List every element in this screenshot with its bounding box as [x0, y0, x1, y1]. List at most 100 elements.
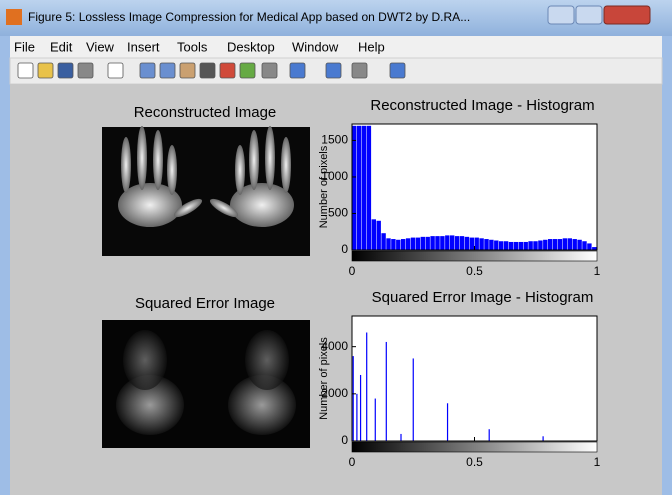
- histogram-bar: [440, 236, 445, 250]
- x-tick-label: 1: [594, 264, 601, 278]
- colorbar: [351, 250, 598, 262]
- toolbar-button[interactable]: [351, 62, 368, 79]
- histogram-bar: [538, 240, 543, 250]
- y-tick-label: 1000: [321, 169, 348, 183]
- histogram-bar: [479, 238, 484, 250]
- toolbar-button[interactable]: [239, 62, 256, 79]
- toolbar-button[interactable]: [179, 62, 196, 79]
- histogram-bar: [484, 239, 489, 250]
- histogram-bar: [508, 241, 514, 250]
- histogram-bar: [450, 235, 455, 250]
- histogram-bar: [430, 236, 435, 250]
- histogram-bar: [445, 235, 450, 250]
- histogram-bar: [543, 239, 548, 250]
- histogram-bar: [474, 237, 479, 250]
- chart-title: Squared Error Image - Histogram: [372, 289, 594, 306]
- histogram-bar: [567, 238, 572, 250]
- minimize-button[interactable]: [547, 5, 575, 25]
- window-title: Figure 5: Lossless Image Compression for…: [28, 10, 470, 24]
- menu-item[interactable]: File: [14, 39, 35, 54]
- histogram-bar: [420, 236, 425, 250]
- y-tick-label: 1500: [321, 133, 348, 147]
- menu-item[interactable]: Desktop: [227, 39, 275, 54]
- histogram-bar: [425, 236, 430, 250]
- x-tick-label: 1: [594, 455, 601, 469]
- histogram-bar: [376, 220, 381, 250]
- toolbar-button[interactable]: [219, 62, 236, 79]
- histogram-bar: [582, 241, 587, 250]
- histogram-bar: [356, 125, 362, 250]
- histogram-bar: [548, 239, 553, 250]
- x-tick-label: 0.5: [466, 455, 483, 469]
- toolbar-button[interactable]: [57, 62, 74, 79]
- histogram-bar: [396, 239, 401, 250]
- plot-area: [352, 125, 597, 250]
- histogram-bar: [518, 241, 523, 250]
- toolbar-button[interactable]: [261, 62, 278, 79]
- histogram-bar: [494, 240, 499, 250]
- histogram-bar: [577, 239, 582, 250]
- histogram-bar: [435, 236, 440, 250]
- histogram-bar: [391, 239, 396, 250]
- y-tick-label: 0: [341, 433, 348, 447]
- histogram-bar: [503, 241, 509, 250]
- toolbar-button[interactable]: [17, 62, 34, 79]
- histogram-bar: [592, 247, 597, 250]
- histogram-bar: [459, 236, 465, 250]
- histogram-bar: [562, 238, 568, 250]
- y-tick-label: 0: [341, 242, 348, 256]
- histogram-bar: [533, 241, 538, 250]
- menu-item[interactable]: Window: [292, 39, 339, 54]
- histogram-bar: [405, 238, 411, 250]
- x-tick-label: 0: [349, 264, 356, 278]
- histogram-bar: [499, 241, 504, 250]
- histogram-bar: [552, 239, 558, 250]
- histogram-bar: [401, 239, 406, 250]
- histogram-bar: [352, 125, 357, 250]
- axes-background: [352, 124, 597, 250]
- menu-item[interactable]: Tools: [177, 39, 208, 54]
- histogram-bar: [454, 236, 460, 250]
- y-tick-label: 4000: [321, 339, 348, 353]
- toolbar-button[interactable]: [199, 62, 216, 79]
- toolbar-button[interactable]: [159, 62, 176, 79]
- toolbar-button[interactable]: [289, 62, 306, 79]
- histogram-bar: [415, 237, 421, 250]
- plot-area: [352, 332, 544, 441]
- menu-item[interactable]: Insert: [127, 39, 160, 54]
- toolbar-button[interactable]: [139, 62, 156, 79]
- close-button[interactable]: [603, 5, 651, 25]
- histogram-bar: [381, 233, 386, 250]
- histogram-bar: [361, 125, 367, 250]
- toolbar-button[interactable]: [77, 62, 94, 79]
- axes-background: [352, 316, 597, 441]
- y-axis-label: Number of pixels: [318, 337, 330, 420]
- histogram-bar: [469, 237, 474, 250]
- maximize-button[interactable]: [575, 5, 603, 25]
- histogram-bar: [386, 238, 391, 250]
- menu-item[interactable]: Edit: [50, 39, 73, 54]
- chart-title: Reconstructed Image - Histogram: [370, 97, 594, 114]
- y-tick-label: 500: [328, 206, 348, 220]
- toolbar-button[interactable]: [389, 62, 406, 79]
- error-speckle: [116, 330, 296, 435]
- image-title: Reconstructed Image: [134, 104, 277, 121]
- histogram-bar: [410, 237, 416, 250]
- toolbar-button[interactable]: [107, 62, 124, 79]
- toolbar-button[interactable]: [37, 62, 54, 79]
- hand-xray: [118, 126, 294, 227]
- menu-item[interactable]: Help: [358, 39, 385, 54]
- x-tick-label: 0: [349, 455, 356, 469]
- menu-item[interactable]: View: [86, 39, 115, 54]
- histogram-bar: [513, 241, 519, 250]
- x-tick-label: 0.5: [466, 264, 483, 278]
- histogram-bar: [464, 236, 470, 250]
- y-axis-label: Number of pixels: [318, 145, 330, 228]
- toolbar-button[interactable]: [325, 62, 342, 79]
- histogram-bar: [366, 125, 372, 250]
- histogram-bar: [528, 241, 533, 250]
- menu-bar: [10, 36, 662, 58]
- y-tick-label: 2000: [321, 386, 348, 400]
- colorbar: [351, 441, 598, 453]
